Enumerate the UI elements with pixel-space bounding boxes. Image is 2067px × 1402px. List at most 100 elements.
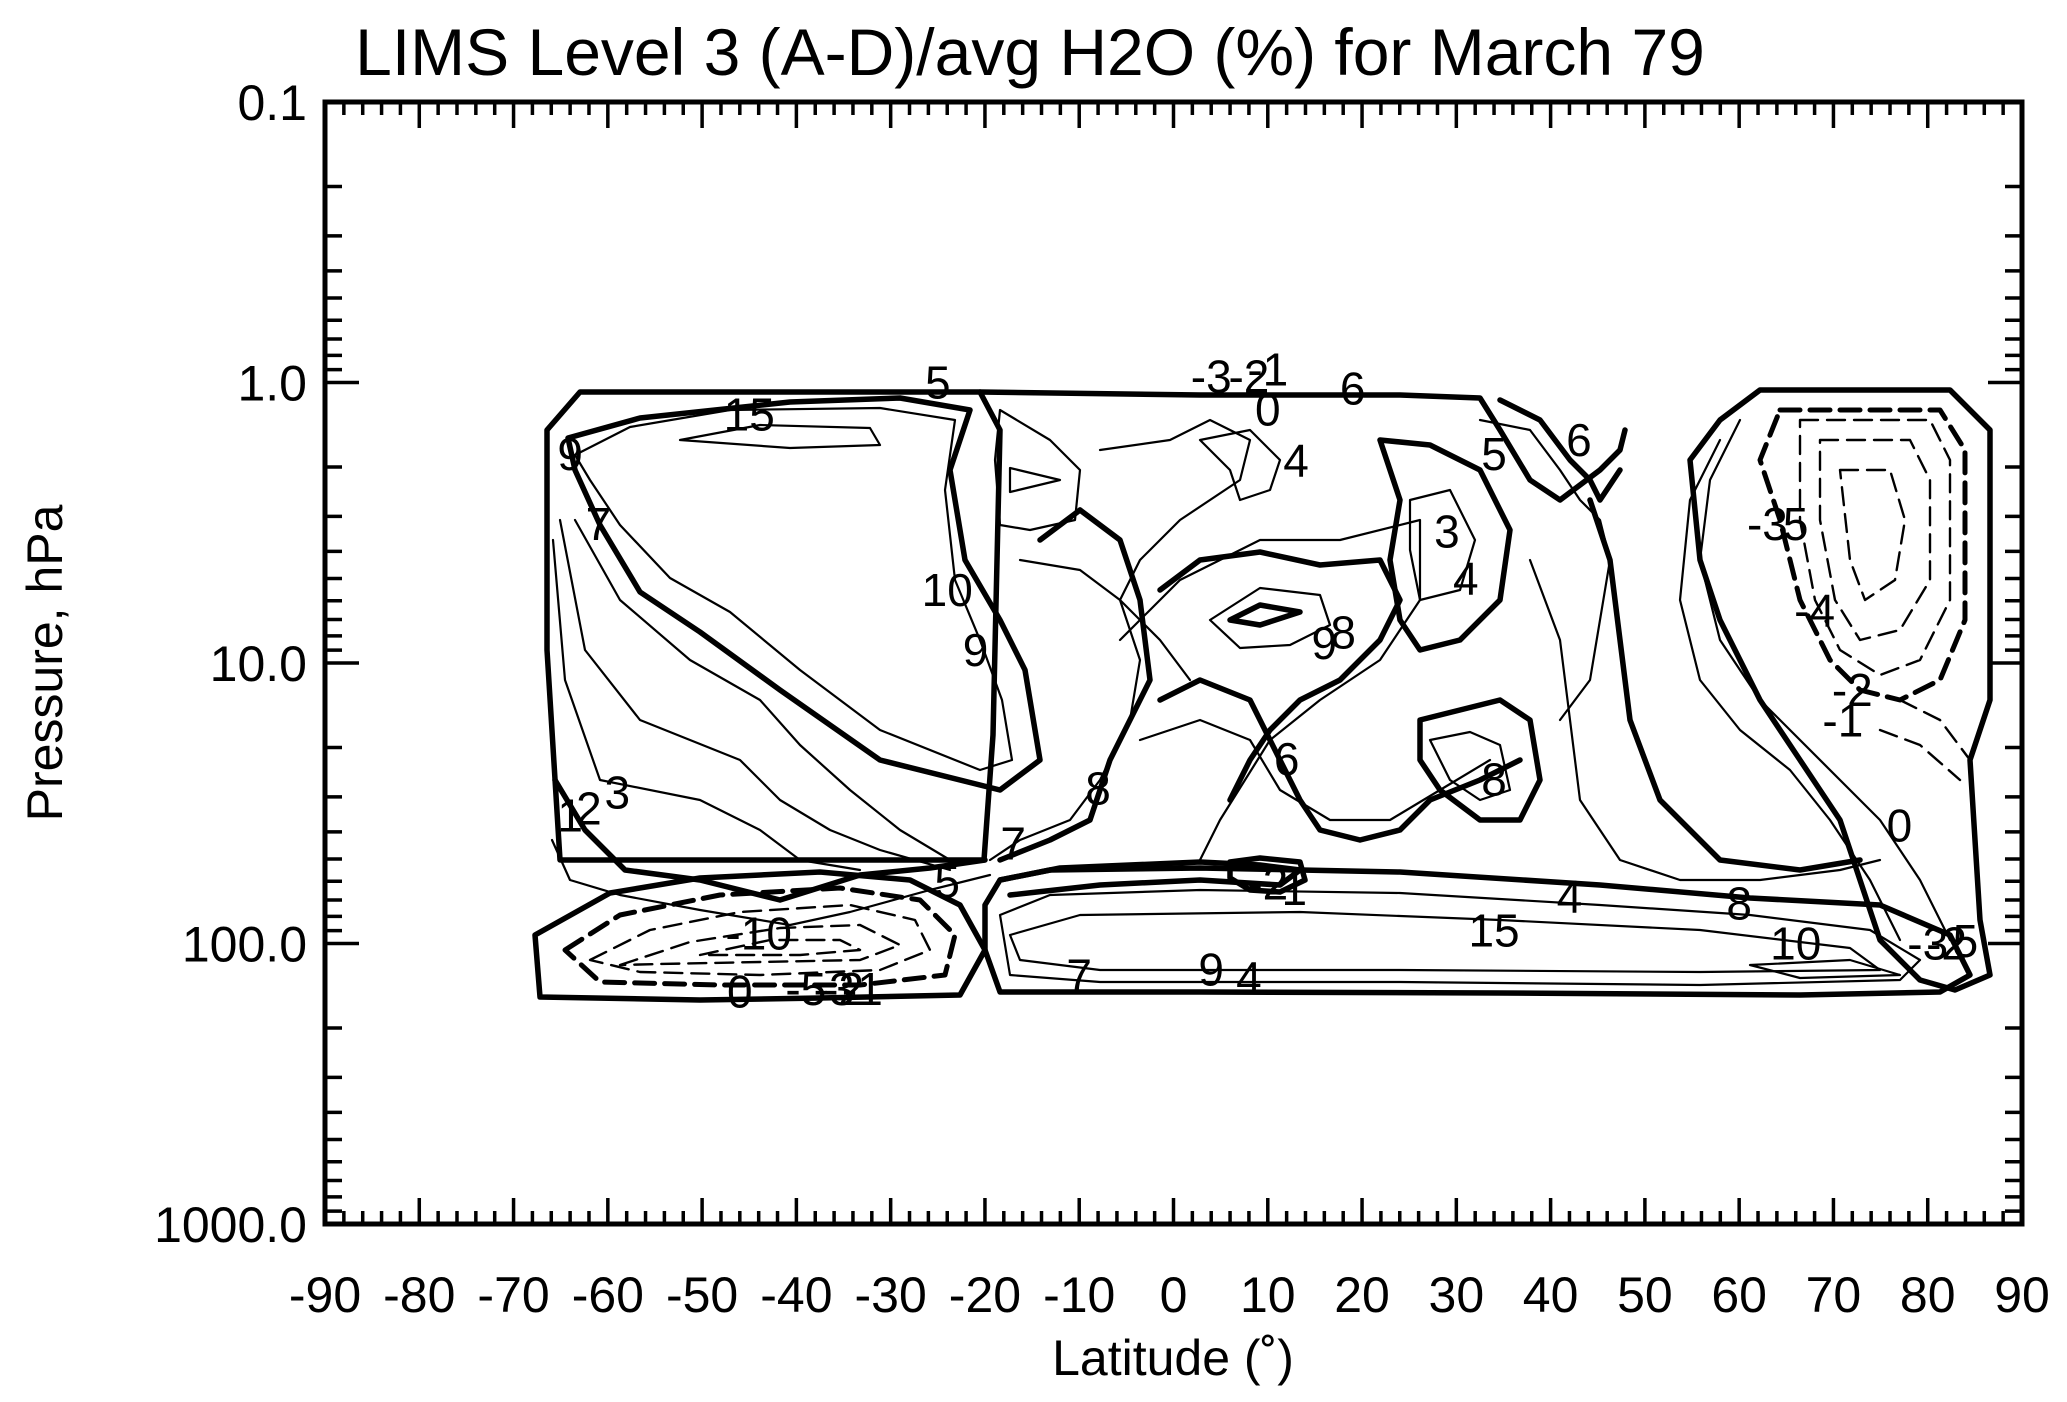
x-tick-label: -90	[289, 1267, 361, 1323]
contour-label: 0	[1255, 384, 1281, 436]
tropics-heavy-8	[1497, 397, 1623, 503]
y-tick-label: 10.0	[210, 636, 307, 692]
south-bottom-cell-d1	[562, 885, 958, 988]
tropics-thin-1	[993, 408, 1082, 532]
contour-label: 7	[1066, 949, 1092, 1001]
north-polar-cell-d1	[1757, 407, 1968, 703]
x-tick-label: -40	[760, 1267, 832, 1323]
contour-label: 4	[1453, 553, 1479, 605]
x-tick-label: -50	[666, 1267, 738, 1323]
tropics-thin-5	[1208, 586, 1332, 650]
south-cell-thin-1	[573, 406, 1014, 772]
tropics-thin-6	[1118, 518, 1422, 862]
equator-bottom-cell-thin-3	[1748, 958, 1902, 980]
contour-label: 9	[1312, 617, 1338, 669]
x-tick-label: -80	[383, 1267, 455, 1323]
contour-label: 3	[604, 767, 630, 819]
tropics-thin-11	[1478, 418, 1612, 722]
south-bottom-cell-d3	[618, 923, 902, 967]
north-polar-cell-t3	[1898, 698, 1972, 762]
contour-label: 4	[1236, 952, 1262, 1004]
contour-label: 10	[1770, 918, 1821, 970]
x-tick-label: 0	[1160, 1267, 1188, 1323]
contour-label: 0	[1887, 800, 1913, 852]
x-tick-label: -70	[477, 1267, 549, 1323]
contour-label: 8	[1481, 753, 1507, 805]
contour-label: -4	[1794, 585, 1835, 637]
tropics-heavy-7	[1417, 697, 1543, 823]
x-tick-label: -20	[949, 1267, 1021, 1323]
y-tick-label: 1.0	[237, 356, 307, 412]
contour-label: 2	[576, 782, 602, 834]
x-tick-label: 30	[1429, 1267, 1485, 1323]
contour-label: 7	[1000, 817, 1026, 869]
contour-label: -1	[1822, 694, 1863, 746]
contour-label: 9	[557, 428, 583, 480]
contour-label: -2	[1228, 350, 1269, 402]
north-polar-cell-d4	[1838, 468, 1907, 602]
south-upper-cell-heavy	[565, 395, 1043, 793]
outer-boundary-south	[544, 389, 1003, 863]
equator-bottom-cell-thin-1	[998, 888, 1922, 987]
contour-label: -5	[785, 963, 826, 1015]
south-lower-left-thin	[550, 838, 992, 927]
contour-label: 5	[1481, 428, 1507, 480]
contour-label: -3	[1747, 498, 1788, 550]
north-polar-cell-t4	[1878, 728, 1962, 782]
contour-label: 1	[557, 790, 583, 842]
contour-label: 4	[1283, 435, 1309, 487]
contour-label: -1	[1266, 863, 1307, 915]
tropics-thin-4	[1198, 428, 1282, 502]
contour-label: -2	[1832, 664, 1873, 716]
contour-label: -3	[1907, 918, 1948, 970]
contour-label: 5	[1783, 498, 1809, 550]
contour-label: 5	[925, 357, 951, 409]
plot-frame	[322, 99, 2025, 1227]
x-tick-label: 50	[1617, 1267, 1673, 1323]
south-bottom-cell-d4	[698, 938, 862, 957]
contour-lines	[532, 387, 1993, 1003]
contour-label: -2	[823, 963, 864, 1015]
south-cell-thin-3	[573, 518, 982, 862]
tropics-heavy-6	[1157, 677, 1523, 843]
south-cell-thin-5	[551, 538, 862, 872]
contour-label: -10	[725, 907, 791, 959]
south-cell-thin-2	[678, 423, 882, 450]
contour-label: 6	[1340, 362, 1366, 414]
tropics-heavy-1	[977, 389, 1628, 503]
x-tick-label: 40	[1523, 1267, 1579, 1323]
x-tick-label: 90	[1994, 1267, 2050, 1323]
north-polar-cell-d2	[1798, 418, 1952, 677]
contour-label: -2	[1247, 857, 1288, 909]
tropics-thin-10	[1428, 730, 1512, 802]
axes: -90 -80 -70 -60 -50 -40 -30 -20 -10 0 10 20 30 40 50 60…	[154, 75, 2050, 1323]
contour-label: 6	[1566, 414, 1592, 466]
contour-label: 10	[922, 564, 973, 616]
x-tick-label: -60	[572, 1267, 644, 1323]
equator-bottom-cell-thin-2	[1008, 910, 1882, 974]
contour-label: 7	[586, 498, 612, 550]
x-axis-title: Latitude (˚)	[1052, 1330, 1294, 1386]
contour-label: 5	[934, 855, 960, 907]
tropics-heavy-3	[1227, 602, 1303, 628]
south-bottom-cell-d2	[588, 903, 932, 977]
chart-title: LIMS Level 3 (A-D)/avg H2O (%) for March…	[355, 15, 1705, 89]
x-tick-label: 70	[1806, 1267, 1862, 1323]
contour-label: 8	[1085, 762, 1111, 814]
contour-label: 8	[1330, 607, 1356, 659]
contour-label: 9	[1198, 944, 1224, 996]
x-tick-label: -10	[1043, 1267, 1115, 1323]
x-tick-label: 20	[1334, 1267, 1390, 1323]
tropics-thin-12	[1528, 558, 1882, 882]
x-tick-label: 80	[1900, 1267, 1956, 1323]
equator-bottom-cell-heavy	[982, 865, 1973, 998]
x-tick-label: 10	[1240, 1267, 1296, 1323]
tropics-heavy-9	[1587, 497, 1863, 873]
tropics-heavy-5	[997, 507, 1153, 863]
north-polar-cell-d3	[1818, 438, 1932, 642]
contour-label: 8	[1726, 877, 1752, 929]
south-bottom-cell-outer	[532, 869, 988, 1003]
equator-knot	[1227, 855, 1308, 895]
y-tick-label: 100.0	[182, 917, 307, 973]
